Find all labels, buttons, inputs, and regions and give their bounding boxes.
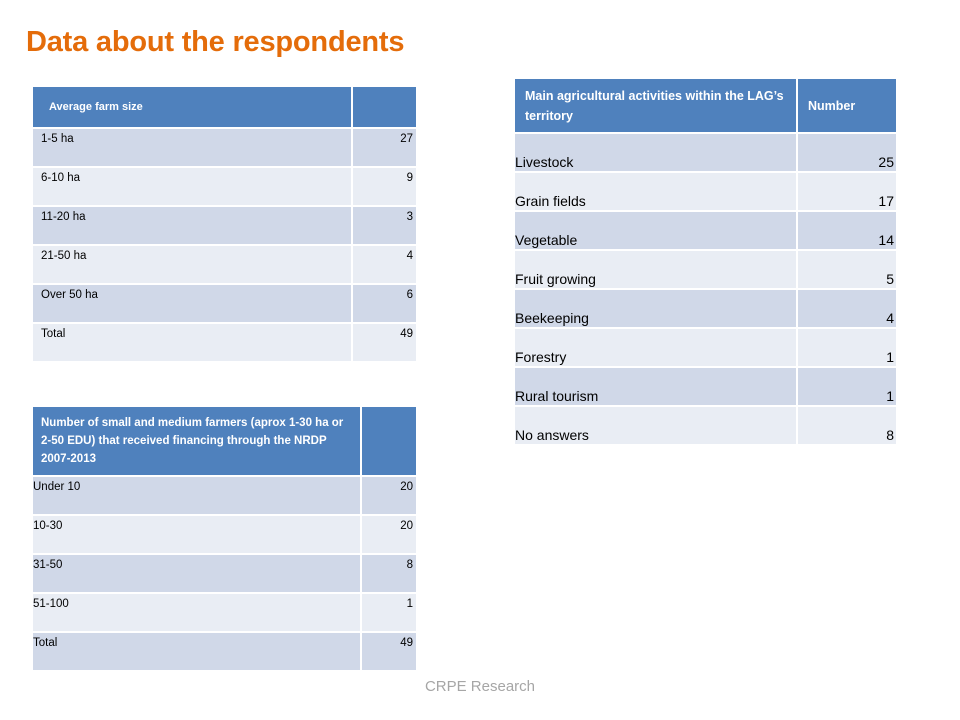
row-value: 49 [360,631,416,670]
page-title: Data about the respondents [26,26,405,58]
financing-header: Number of small and medium farmers (apro… [33,407,360,475]
row-value: 20 [360,475,416,514]
row-label: Total [33,631,360,670]
row-value: 14 [796,210,896,249]
row-label: 1-5 ha [33,127,351,166]
activities-header: Main agricultural activities within the … [515,79,796,132]
row-value: 4 [351,244,416,283]
table-row: 1-5 ha 27 [33,127,416,166]
farm-size-header-value [351,87,416,127]
activities-table: Main agricultural activities within the … [515,79,896,444]
footer-credit: CRPE Research [424,678,536,695]
row-label: Total [33,322,351,361]
table-row: 11-20 ha 3 [33,205,416,244]
row-label: 31-50 [33,553,360,592]
row-label: Forestry [515,327,796,366]
financing-table: Number of small and medium farmers (apro… [33,407,416,670]
table-row: Vegetable 14 [515,210,896,249]
row-value: 6 [351,283,416,322]
row-label: Under 10 [33,475,360,514]
row-value: 1 [796,366,896,405]
row-value: 20 [360,514,416,553]
row-label: Vegetable [515,210,796,249]
row-value: 17 [796,171,896,210]
table-row: No answers 8 [515,405,896,444]
activities-header-number: Number [796,79,896,132]
row-value: 1 [796,327,896,366]
financing-header-value [360,407,416,475]
table-row: 10-30 20 [33,514,416,553]
row-value: 27 [351,127,416,166]
table-row: 6-10 ha 9 [33,166,416,205]
table-row: Under 10 20 [33,475,416,514]
row-label: 10-30 [33,514,360,553]
table-row: 21-50 ha 4 [33,244,416,283]
table-row: Total 49 [33,322,416,361]
row-value: 8 [796,405,896,444]
row-label: Beekeeping [515,288,796,327]
row-value: 4 [796,288,896,327]
row-value: 3 [351,205,416,244]
row-value: 8 [360,553,416,592]
row-label: 6-10 ha [33,166,351,205]
table-row: Over 50 ha 6 [33,283,416,322]
row-label: 21-50 ha [33,244,351,283]
row-value: 5 [796,249,896,288]
table-row: Total 49 [33,631,416,670]
row-label: Rural tourism [515,366,796,405]
table-row: Fruit growing 5 [515,249,896,288]
row-value: 25 [796,132,896,171]
row-label: Grain fields [515,171,796,210]
row-label: 51-100 [33,592,360,631]
table-row: 31-50 8 [33,553,416,592]
row-value: 49 [351,322,416,361]
table-row: Grain fields 17 [515,171,896,210]
row-label: 11-20 ha [33,205,351,244]
row-label: Over 50 ha [33,283,351,322]
farm-size-header: Average farm size [33,87,351,127]
table-row: Rural tourism 1 [515,366,896,405]
table-row: 51-100 1 [33,592,416,631]
row-value: 9 [351,166,416,205]
row-label: Fruit growing [515,249,796,288]
farm-size-table: Average farm size 1-5 ha 27 6-10 ha 9 11… [33,87,416,361]
row-label: Livestock [515,132,796,171]
table-row: Beekeeping 4 [515,288,896,327]
table-row: Livestock 25 [515,132,896,171]
table-row: Forestry 1 [515,327,896,366]
row-label: No answers [515,405,796,444]
row-value: 1 [360,592,416,631]
